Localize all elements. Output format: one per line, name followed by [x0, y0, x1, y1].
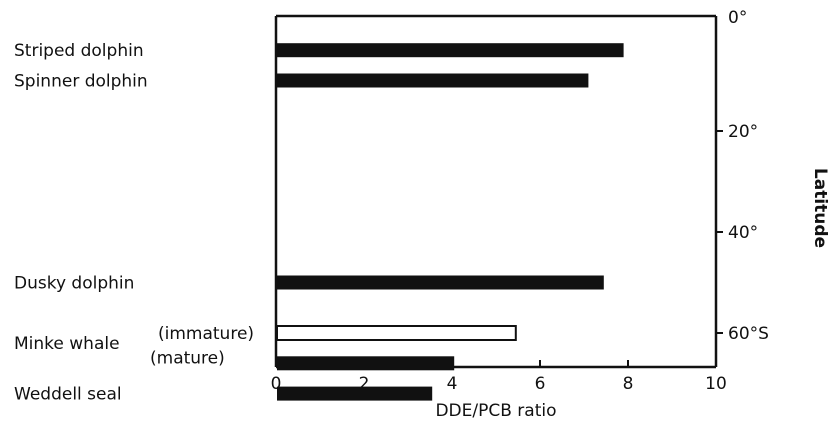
qualifier-label: (mature)	[150, 348, 225, 368]
category-label: Dusky dolphin	[14, 274, 134, 294]
x-tick-label: 4	[447, 374, 458, 394]
x-tick-label: 8	[623, 374, 634, 394]
category-label: Minke whale	[14, 334, 120, 354]
bar-dusky-dolphin	[277, 275, 604, 290]
latitude-tick-label: 40°	[728, 223, 758, 243]
latitude-tick-label: 0°	[728, 8, 747, 28]
bar-group	[276, 43, 624, 401]
x-axis-title: DDE/PCB ratio	[435, 401, 556, 421]
qualifier-label: (immature)	[158, 324, 254, 344]
bar-minke-whale-immature	[276, 325, 517, 341]
latitude-axis: 0° 20° 40° 60°S	[716, 8, 769, 344]
bar-spinner-dolphin	[277, 73, 589, 88]
category-label: Striped dolphin	[14, 41, 144, 61]
latitude-axis-title: Latitude	[810, 168, 830, 248]
x-axis: 0 2 4 6 8 10	[271, 360, 727, 394]
x-tick-label: 2	[359, 374, 370, 394]
x-tick-label: 6	[535, 374, 546, 394]
bar-striped-dolphin	[277, 43, 624, 58]
latitude-tick-label: 20°	[728, 122, 758, 142]
bar-minke-whale-mature	[277, 356, 455, 371]
category-label: Weddell seal	[14, 385, 122, 405]
latitude-tick-label: 60°S	[728, 324, 769, 344]
x-tick-label: 10	[705, 374, 727, 394]
category-label: Spinner dolphin	[14, 72, 148, 92]
bar-weddell-seal	[277, 386, 433, 401]
x-tick-label: 0	[271, 374, 282, 394]
plot-frame	[274, 14, 718, 369]
category-labels: Striped dolphin Spinner dolphin Dusky dolp…	[14, 41, 254, 404]
